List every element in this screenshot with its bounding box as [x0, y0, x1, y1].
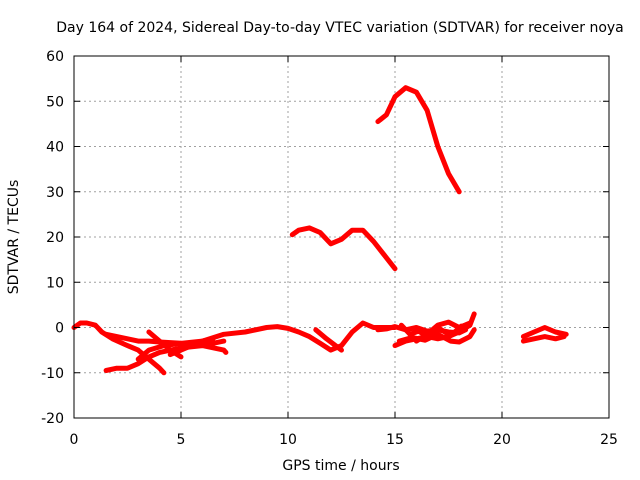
y-tick-labels: -20 -10 0 10 20 30 40 50 60 — [41, 49, 64, 427]
y-axis-label: SDTVAR / TECUs — [6, 180, 22, 295]
series-arc-1 — [71, 320, 167, 376]
x-tick-label: 15 — [386, 432, 404, 448]
y-tick-label: 20 — [46, 230, 64, 246]
y-tick-label: 40 — [46, 140, 64, 156]
series-group — [71, 85, 569, 376]
series-arc-10 — [396, 327, 477, 345]
series-arc-15 — [520, 325, 569, 340]
grid — [74, 56, 609, 418]
y-tick-label: -20 — [41, 411, 64, 427]
y-tick-label: 0 — [55, 321, 64, 337]
y-tick-label: 50 — [46, 94, 64, 110]
x-tick-label: 20 — [493, 432, 511, 448]
series-arc-12 — [398, 322, 464, 340]
x-tick-label: 10 — [279, 432, 297, 448]
y-tick-label: 60 — [46, 49, 64, 65]
series-arc-2 — [103, 331, 229, 355]
chart-title: Day 164 of 2024, Sidereal Day-to-day VTE… — [56, 20, 624, 36]
y-tick-label: 10 — [46, 275, 64, 291]
y-tick-label: 30 — [46, 185, 64, 201]
x-tick-label: 0 — [70, 432, 79, 448]
series-arc-13 — [289, 225, 398, 272]
series-arc-16 — [520, 334, 567, 344]
tick-marks — [73, 55, 610, 419]
x-axis-label: GPS time / hours — [282, 458, 399, 474]
series-arc-6 — [167, 320, 398, 358]
x-tick-label: 5 — [177, 432, 186, 448]
series-arc-7 — [313, 327, 344, 353]
x-tick-label: 25 — [600, 432, 618, 448]
y-tick-label: -10 — [41, 366, 64, 382]
x-tick-labels: 0 5 10 15 20 25 — [70, 432, 618, 448]
series-arc-14 — [375, 85, 462, 195]
